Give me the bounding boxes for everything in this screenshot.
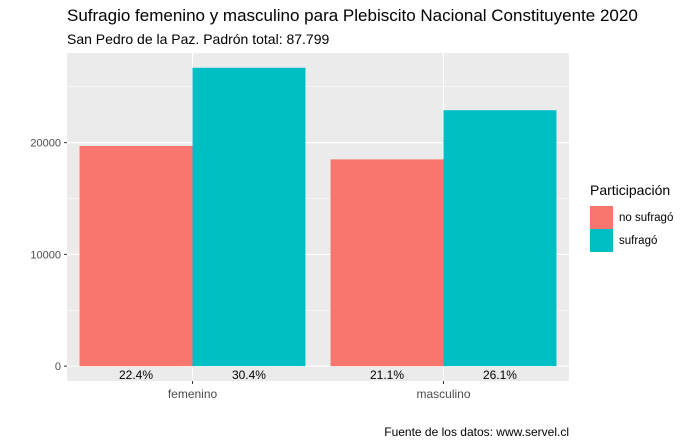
bar-label: 22.4% [119, 368, 153, 382]
bar [330, 159, 444, 367]
y-tick-label: 20000 [30, 138, 61, 150]
chart-caption: Fuente de los datos: www.servel.cl [384, 425, 569, 439]
legend-title: Participación [590, 182, 671, 198]
chart-subtitle: San Pedro de la Paz. Padrón total: 87.79… [67, 31, 330, 47]
y-tick-label: 10000 [30, 249, 61, 261]
legend-item-no-sufrago: no sufragó [590, 206, 673, 229]
bar-label: 21.1% [370, 368, 404, 382]
legend-label: no sufragó [619, 211, 674, 224]
legend-label: sufragó [619, 234, 658, 247]
x-tick-label: masculino [416, 387, 470, 401]
bar [79, 145, 193, 367]
legend: Participación no sufragó sufragó [590, 182, 673, 252]
bar [192, 67, 306, 367]
legend-key-sufrago [590, 229, 613, 252]
bar [443, 110, 557, 367]
x-tick-label: femenino [168, 387, 218, 401]
y-tick-label: 0 [55, 361, 61, 373]
legend-key-no-sufrago [590, 206, 613, 229]
legend-item-sufrago: sufragó [590, 229, 673, 252]
chart-title: Sufragio femenino y masculino para Plebi… [67, 6, 638, 25]
bar-label: 26.1% [483, 368, 517, 382]
bar-label: 30.4% [232, 368, 266, 382]
